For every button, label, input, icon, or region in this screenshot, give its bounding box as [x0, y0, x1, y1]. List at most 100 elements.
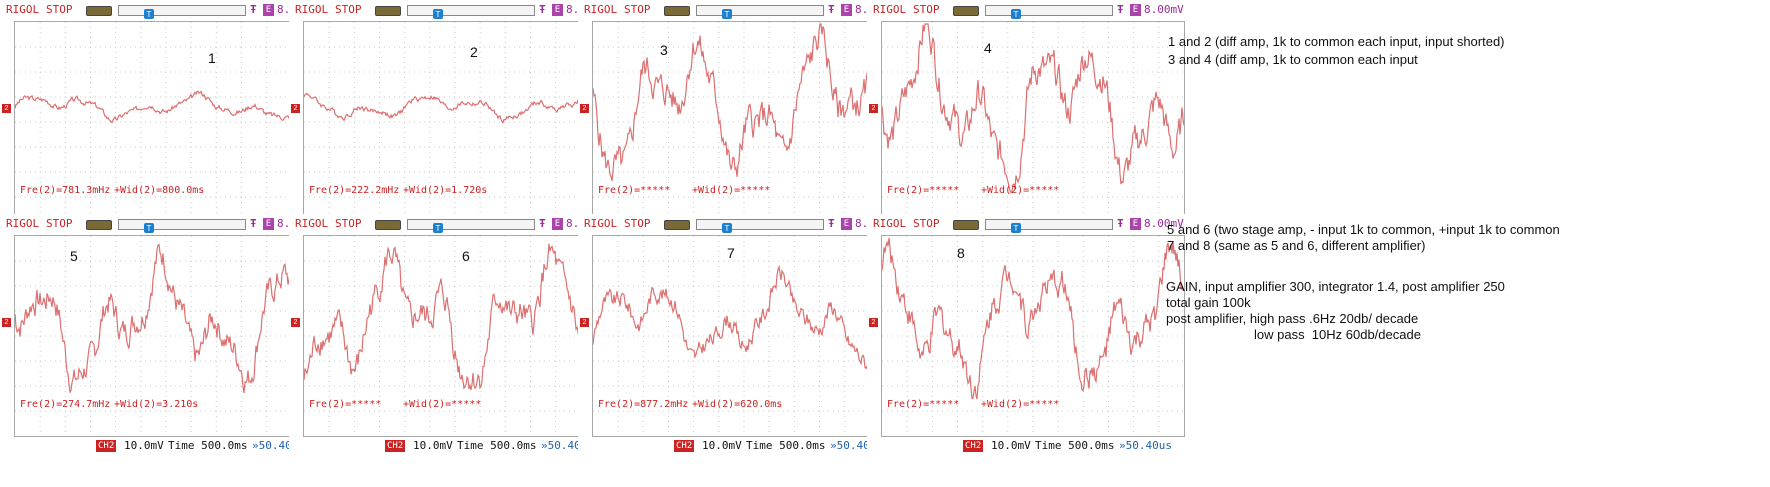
trigger-level: 8.00mV [1144, 3, 1184, 16]
volts-per-div: 10.0mV [702, 439, 742, 452]
edge-trigger-icon: E [263, 218, 274, 230]
timebase-label: Time 500.0ms [457, 439, 537, 452]
volts-per-div: 10.0mV [991, 439, 1031, 452]
brand-label: RIGOL [6, 3, 40, 16]
battery-icon [664, 6, 690, 16]
trigger-mode-icon: Ŧ [828, 3, 835, 16]
channel-marker-icon: 2 [869, 318, 878, 327]
width-readout: +Wid(2)=620.0ms [692, 399, 783, 410]
scope-bottombar: CH2 10.0mV Time 500.0ms »50.40us [578, 437, 898, 455]
screen-label: 4 [984, 40, 992, 56]
waveform-svg [304, 236, 606, 436]
brand-label: RIGOL [295, 217, 329, 230]
trigger-position-icon: T [1011, 9, 1021, 22]
scope-bottombar: CH2 10.0mV Time 500.0ms »50.40us [289, 437, 609, 455]
waveform-trace [593, 23, 895, 185]
memory-bar-icon [118, 5, 246, 16]
scope-panel-4: RIGOL STOP Ŧ E 8.00mV 2 T Fre(2)=***** +… [867, 0, 1187, 242]
waveform-svg [593, 22, 895, 222]
battery-icon [375, 6, 401, 16]
waveform-screen [592, 21, 896, 223]
scope-bottombar: CH2 10.0mV Time 500.0ms »50.40us [0, 437, 320, 455]
scope-panel-6: RIGOL STOP Ŧ E 8.00mV 2 T Fre(2)=***** +… [289, 214, 609, 456]
width-readout: +Wid(2)=***** [692, 185, 771, 196]
waveform-svg [15, 22, 317, 222]
edge-trigger-icon: E [552, 218, 563, 230]
waveform-screen [881, 21, 1185, 223]
waveform-trace [304, 243, 606, 391]
note-mid-1: 5 and 6 (two stage amp, - input 1k to co… [1167, 222, 1560, 237]
brand-label: RIGOL [584, 217, 618, 230]
brand-label: RIGOL [295, 3, 329, 16]
edge-trigger-icon: E [1130, 218, 1141, 230]
memory-bar-icon [696, 5, 824, 16]
scope-panel-5: RIGOL STOP Ŧ E 8.00mV 2 T Fre(2)=274.7mH… [0, 214, 320, 456]
waveform-svg [15, 236, 317, 436]
channel-chip: CH2 [385, 440, 406, 452]
screen-label: 6 [462, 248, 470, 264]
edge-trigger-icon: E [552, 4, 563, 16]
channel-marker-icon: 2 [580, 318, 589, 327]
scope-panel-2: RIGOL STOP Ŧ E 8.00mV 2 T Fre(2)=222.2mH… [289, 0, 609, 242]
battery-icon [86, 6, 112, 16]
trigger-mode-icon: Ŧ [539, 3, 546, 16]
brand-label: RIGOL [873, 217, 907, 230]
waveform-trace [882, 237, 1184, 400]
scope-panel-3: RIGOL STOP Ŧ E 8.00mV 2 T Fre(2)=***** +… [578, 0, 898, 242]
scope-panel-1: RIGOL STOP Ŧ E 8.00mV 2 T Fre(2)=781.3mH… [0, 0, 320, 242]
waveform-svg [304, 22, 606, 222]
memory-bar-icon [696, 219, 824, 230]
edge-trigger-icon: E [841, 218, 852, 230]
channel-marker-icon: 2 [291, 318, 300, 327]
waveform-svg [882, 22, 1184, 222]
edge-trigger-icon: E [263, 4, 274, 16]
battery-icon [86, 220, 112, 230]
trigger-position-icon: T [144, 223, 154, 236]
width-readout: +Wid(2)=***** [981, 399, 1060, 410]
note-mid-2: 7 and 8 (same as 5 and 6, different ampl… [1167, 238, 1426, 253]
scope-topbar: RIGOL STOP Ŧ E 8.00mV [867, 0, 1187, 20]
volts-per-div: 10.0mV [124, 439, 164, 452]
battery-icon [664, 220, 690, 230]
channel-chip: CH2 [674, 440, 695, 452]
run-state-label: STOP [46, 217, 73, 230]
channel-marker-icon: 2 [2, 318, 11, 327]
width-readout: +Wid(2)=1.720s [403, 185, 488, 196]
scope-topbar: RIGOL STOP Ŧ E 8.00mV [867, 214, 1187, 234]
channel-chip: CH2 [963, 440, 984, 452]
run-state-label: STOP [624, 3, 651, 16]
run-state-label: STOP [46, 3, 73, 16]
memory-bar-icon [985, 219, 1113, 230]
waveform-trace [15, 90, 317, 124]
trigger-mode-icon: Ŧ [828, 217, 835, 230]
timebase-label: Time 500.0ms [168, 439, 248, 452]
waveform-screen [592, 235, 896, 437]
waveform-screen [303, 235, 607, 437]
trigger-position-icon: T [1011, 223, 1021, 236]
memory-bar-icon [118, 219, 246, 230]
note-gain-1: GAIN, input amplifier 300, integrator 1.… [1166, 279, 1505, 294]
screen-label: 5 [70, 248, 78, 264]
run-state-label: STOP [335, 217, 362, 230]
freq-readout: Fre(2)=781.3mHz [20, 185, 111, 196]
scope-topbar: RIGOL STOP Ŧ E 8.00mV [0, 214, 320, 234]
waveform-screen [303, 21, 607, 223]
trigger-position-icon: T [433, 223, 443, 236]
note-gain-3: post amplifier, high pass .6Hz 20db/ dec… [1166, 311, 1419, 326]
run-state-label: STOP [913, 3, 940, 16]
channel-marker-icon: 2 [869, 104, 878, 113]
note-gain-2: total gain 100k [1166, 295, 1251, 310]
channel-marker-icon: 2 [2, 104, 11, 113]
run-state-label: STOP [624, 217, 651, 230]
memory-bar-icon [407, 5, 535, 16]
freq-readout: Fre(2)=***** [887, 185, 960, 196]
freq-readout: Fre(2)=***** [309, 399, 382, 410]
run-state-label: STOP [335, 3, 362, 16]
brand-label: RIGOL [6, 217, 40, 230]
channel-chip: CH2 [96, 440, 117, 452]
edge-trigger-icon: E [841, 4, 852, 16]
brand-label: RIGOL [873, 3, 907, 16]
trigger-position-icon: T [722, 223, 732, 236]
waveform-screen [14, 235, 318, 437]
width-readout: +Wid(2)=800.0ms [114, 185, 205, 196]
